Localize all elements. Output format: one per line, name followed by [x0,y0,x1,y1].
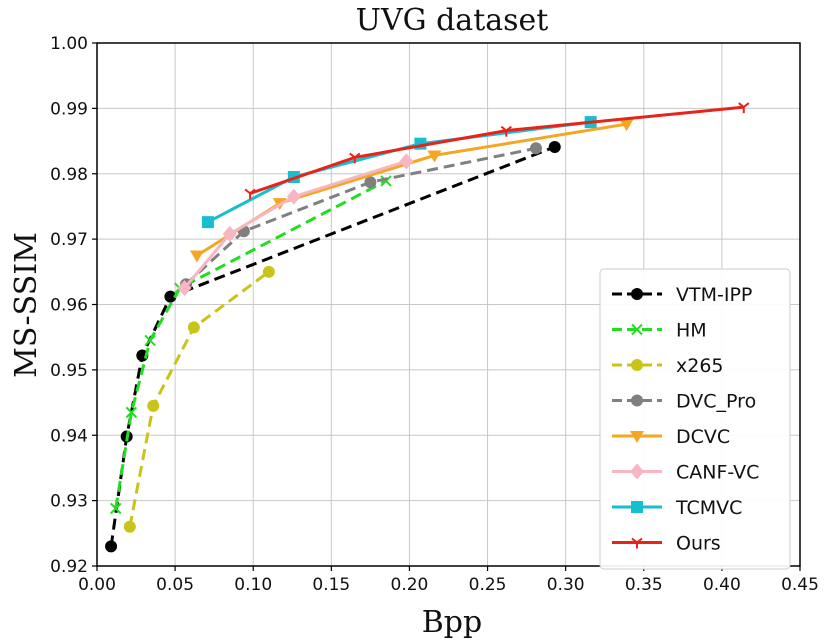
data-point-vtm-ipp [105,540,118,553]
data-point-vtm-ipp [548,140,561,153]
y-tick-label: 0.93 [50,492,88,512]
series-ours [244,102,750,200]
legend-label-canf-vc: CANF-VC [676,462,759,484]
data-point-dcvc [189,250,204,263]
series-tcmvc [201,116,597,229]
x-tick-label: 0.00 [78,575,116,595]
legend-item-x265: x265 [612,355,724,377]
legend-marker-dvc-pro [631,394,643,407]
x-tick-label: 0.45 [781,575,819,595]
legend-item-dvc-pro: DVC_Pro [612,391,756,413]
legend-item-tcmvc: TCMVC [612,497,742,519]
data-point-x265 [262,265,275,278]
y-tick-label: 0.98 [50,165,88,185]
x-axis-label: Bpp [422,605,482,640]
legend-label-dcvc: DCVC [676,426,730,448]
legend-label-tcmvc: TCMVC [675,497,742,519]
x-tick-label: 0.25 [469,575,507,595]
data-point-x265 [147,399,160,412]
x-tick-label: 0.30 [547,575,585,595]
data-point-tcmvc [201,216,214,229]
data-point-ours [349,152,361,164]
y-tick-label: 0.99 [50,99,88,119]
legend: VTM-IPP HM x265 DVC_Pro DCVC CANF-VC TCMVC Ours [599,268,791,570]
data-point-x265 [187,321,200,334]
series-canf-vc [177,153,414,297]
legend-item-hm: HM [612,320,707,342]
y-tick-label: 0.97 [50,230,88,250]
series-layer [105,102,750,553]
series-line-tcmvc [207,120,591,224]
y-tick-label: 1.00 [50,34,88,54]
x-tick-label: 0.20 [391,575,429,595]
series-line-canf-vc [183,159,407,290]
y-axis-label: MS-SSIM [9,232,44,378]
legend-label-vtm-ipp: VTM-IPP [676,284,752,306]
series-vtm-ipp [105,140,561,553]
legend-item-ours: Ours [612,533,721,555]
y-tick-label: 0.92 [50,557,88,577]
series-line-vtm-ipp [109,145,556,547]
data-point-ours [244,188,256,200]
legend-item-dcvc: DCVC [612,426,730,448]
data-point-dvc-pro [529,142,542,155]
data-point-ours [500,125,512,137]
data-point-canf-vc [222,225,237,242]
legend-label-ours: Ours [676,533,721,555]
y-tick-label: 0.95 [50,361,88,381]
tick-labels: 0.00 0.05 0.10 0.15 0.20 0.25 0.30 0.35 0.40 0.45… [50,34,819,595]
legend-item-canf-vc: CANF-VC [612,462,759,484]
series-line-x265 [128,270,270,528]
data-point-dcvc [619,119,634,132]
data-point-canf-vc [399,153,414,170]
x-tick-label: 0.05 [156,575,194,595]
legend-label-x265: x265 [676,355,724,377]
legend-label-dvc-pro: DVC_Pro [676,391,756,413]
x-tick-label: 0.35 [625,575,663,595]
legend-item-vtm-ipp: VTM-IPP [612,284,752,306]
data-point-ours [738,102,750,114]
y-tick-label: 0.94 [50,426,88,446]
chart-title: UVG dataset [356,3,549,38]
series-line-ours [249,105,744,195]
y-tick-label: 0.96 [50,296,88,316]
legend-marker-x265 [631,359,643,371]
series-x265 [123,265,275,533]
data-point-canf-vc [177,280,192,297]
series-line-dvc-pro [184,146,537,286]
legend-marker-dcvc [630,431,644,443]
data-point-x265 [123,520,136,533]
legend-marker-ours [631,537,643,549]
legend-marker-canf-vc [630,463,644,480]
data-point-hm [110,502,122,515]
data-point-dcvc [427,150,442,163]
data-point-canf-vc [286,188,301,205]
legend-marker-vtm-ipp [631,288,643,300]
legend-box [599,268,791,570]
data-point-hm [125,406,138,419]
x-tick-label: 0.10 [234,575,272,595]
data-point-hm [144,334,156,347]
legend-marker-hm [631,323,643,336]
legend-label-hm: HM [676,320,707,342]
data-point-hm [380,175,392,187]
legend-marker-tcmvc [631,501,643,513]
x-tick-label: 0.40 [703,575,741,595]
data-point-dvc-pro [364,176,377,189]
x-tick-label: 0.15 [312,575,350,595]
data-point-vtm-ipp [164,290,177,303]
